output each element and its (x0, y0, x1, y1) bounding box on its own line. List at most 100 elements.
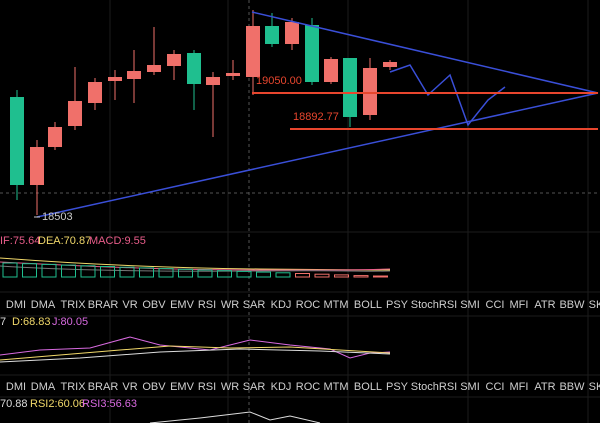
histogram-bar (61, 264, 76, 278)
indicator-tab[interactable]: BOLL (354, 299, 382, 311)
indicator-tab[interactable]: WR (221, 299, 239, 311)
histogram-bar (100, 266, 115, 278)
indicator-tab[interactable]: SK (589, 299, 600, 311)
histogram-bar (158, 268, 174, 278)
indicator-tab[interactable]: BBW (559, 299, 585, 311)
indicator-tab[interactable]: KDJ (271, 381, 292, 393)
indicator-tab[interactable]: SK (589, 381, 600, 393)
candle-body (88, 82, 102, 103)
price-label: 19050.00 (256, 75, 302, 87)
indicator-tab[interactable]: SAR (243, 299, 266, 311)
indicator-tab[interactable]: KDJ (271, 299, 292, 311)
candle-body (127, 71, 141, 79)
indicator-tab[interactable]: DMA (31, 381, 56, 393)
macd-value: MACD:9.55 (89, 235, 146, 247)
macd-histogram (2, 262, 388, 278)
candle-body (108, 77, 122, 81)
histogram-bar (353, 275, 369, 278)
indicator-tab[interactable]: BRAR (88, 381, 119, 393)
histogram-bar (2, 262, 18, 278)
indicator-tab[interactable]: MTM (323, 381, 348, 393)
indicator-tab[interactable]: TRIX (60, 381, 86, 393)
candles (10, 10, 397, 215)
indicator-tab[interactable]: ROC (296, 299, 321, 311)
indicator-tab[interactable]: TRIX (60, 299, 86, 311)
histogram-bar (41, 263, 57, 278)
indicator-tab[interactable]: BRAR (88, 299, 119, 311)
drawings (34, 11, 599, 218)
indicator-tabs: DMI DMA TRIX BRAR VR OBV EMV RSI WR SAR KDJ ROC MTM B… (6, 381, 600, 393)
indicator-tab[interactable]: PSY (386, 381, 409, 393)
indicator-tab[interactable]: RSI (198, 299, 216, 311)
histogram-bar (80, 265, 96, 278)
histogram-bar (314, 273, 330, 278)
kdj-j: J:80.05 (52, 316, 88, 328)
histogram-bar (22, 263, 37, 278)
candle-body (383, 62, 397, 67)
macd-lines (0, 257, 391, 272)
indicator-tab[interactable]: MTM (323, 299, 348, 311)
indicator-tab[interactable]: CCI (486, 299, 505, 311)
candle-body (10, 97, 24, 185)
indicator-tab[interactable]: BBW (559, 381, 585, 393)
rsi-2: RSI2:60.06 (30, 398, 85, 410)
indicator-tab[interactable]: DMA (31, 299, 56, 311)
indicator-tab[interactable]: SMI (460, 381, 480, 393)
indicator-tab[interactable]: DMI (6, 381, 26, 393)
histogram-bar (334, 274, 349, 278)
histogram-bar (256, 271, 271, 278)
histogram-bar (217, 270, 232, 278)
candle-body (30, 147, 44, 185)
kdj-lines (0, 336, 391, 363)
candle-body (206, 77, 220, 85)
indicator-tab[interactable]: BOLL (354, 381, 382, 393)
indicator-tab[interactable]: ATR (534, 381, 555, 393)
indicator-tab[interactable]: StochRSI (411, 381, 457, 393)
indicator-tab[interactable]: CCI (486, 381, 505, 393)
candle-body (285, 22, 299, 44)
candle-body (324, 59, 338, 82)
candle-body (265, 26, 279, 44)
kdj-d: D:68.83 (12, 316, 51, 328)
histogram-bar (119, 266, 135, 278)
indicator-tab[interactable]: VR (122, 299, 137, 311)
candle-body (167, 54, 181, 66)
histogram-bar (373, 275, 388, 278)
indicator-tab[interactable]: ROC (296, 381, 321, 393)
candle-body (363, 68, 377, 115)
indicator-tab[interactable]: VR (122, 381, 137, 393)
rsi-3: RSI3:56.63 (82, 398, 137, 410)
indicator-tab[interactable]: RSI (198, 381, 216, 393)
candle-body (343, 58, 357, 117)
histogram-bar (139, 267, 154, 278)
candle-body (147, 65, 161, 72)
histogram-bar (275, 272, 291, 278)
indicator-tab[interactable]: StochRSI (411, 299, 457, 311)
indicator-tab[interactable]: PSY (386, 299, 409, 311)
indicator-tab[interactable]: WR (221, 381, 239, 393)
candle-body (226, 73, 240, 76)
indicator-tab[interactable]: ATR (534, 299, 555, 311)
indicator-tab[interactable]: OBV (142, 299, 166, 311)
kdj-k: 7 (0, 316, 6, 328)
price-label: 18503 (42, 211, 73, 223)
indicator-tab[interactable]: OBV (142, 381, 166, 393)
indicator-tab[interactable]: EMV (170, 381, 195, 393)
candle-body (68, 101, 82, 126)
histogram-bar (295, 273, 310, 278)
indicator-tab[interactable]: SAR (243, 381, 266, 393)
price-label: 18892.77 (293, 111, 339, 123)
indicator-tabs: DMI DMA TRIX BRAR VR OBV EMV RSI WR SAR KDJ ROC MTM B… (6, 299, 600, 311)
candle-body (48, 127, 62, 147)
candle-body (187, 53, 201, 84)
indicator-tab[interactable]: DMI (6, 299, 26, 311)
indicator-tab[interactable]: MFI (510, 381, 529, 393)
rsi-1: 70.88 (0, 398, 28, 410)
macd-dif: IF:75.64 (0, 235, 40, 247)
indicator-tab[interactable]: MFI (510, 299, 529, 311)
indicator-tab[interactable]: EMV (170, 299, 195, 311)
indicator-tab[interactable]: SMI (460, 299, 480, 311)
histogram-bar (236, 270, 252, 278)
